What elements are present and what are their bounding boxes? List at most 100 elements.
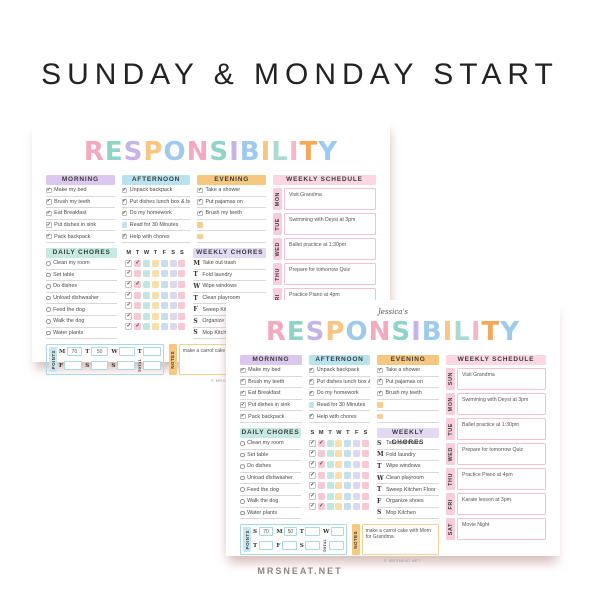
grid-checkbox[interactable]: [142, 291, 150, 299]
points-value-box[interactable]: [116, 361, 135, 371]
schedule-entry-box[interactable]: Swimming with Deysi at 3pm: [284, 213, 376, 235]
grid-checkbox[interactable]: ✓: [125, 291, 133, 299]
grid-checkbox[interactable]: [142, 312, 150, 320]
grid-checkbox[interactable]: ✓: [125, 280, 133, 288]
grid-checkbox[interactable]: ✓: [317, 460, 325, 468]
schedule-entry-box[interactable]: Karate lesson at 3pm: [457, 493, 546, 515]
grid-checkbox[interactable]: [151, 259, 159, 267]
grid-checkbox[interactable]: [151, 291, 159, 299]
grid-checkbox[interactable]: [178, 312, 186, 320]
checkbox[interactable]: ✓: [46, 186, 52, 194]
grid-checkbox[interactable]: [344, 503, 352, 511]
grid-checkbox[interactable]: [362, 450, 369, 458]
checkbox[interactable]: ✓: [308, 366, 315, 374]
points-value-box[interactable]: 50: [284, 527, 297, 537]
grid-checkbox[interactable]: [344, 482, 352, 490]
grid-checkbox[interactable]: [178, 291, 186, 299]
grid-checkbox[interactable]: [362, 439, 369, 447]
grid-checkbox[interactable]: [326, 460, 334, 468]
grid-checkbox[interactable]: [169, 259, 177, 267]
circle-checkbox[interactable]: [240, 487, 245, 492]
checkbox[interactable]: [308, 402, 315, 408]
checkbox[interactable]: ✓: [197, 198, 203, 205]
grid-checkbox[interactable]: [353, 460, 361, 468]
grid-checkbox[interactable]: [353, 450, 361, 458]
grid-checkbox[interactable]: [344, 450, 352, 458]
checkbox[interactable]: ✓: [121, 209, 128, 217]
circle-checkbox[interactable]: [46, 284, 51, 289]
circle-checkbox[interactable]: [46, 295, 51, 301]
grid-checkbox[interactable]: [353, 482, 361, 490]
grid-checkbox[interactable]: [160, 259, 168, 267]
checkbox[interactable]: ✓: [46, 221, 52, 228]
grid-checkbox[interactable]: [178, 323, 186, 331]
grid-checkbox[interactable]: [317, 482, 325, 490]
checkbox[interactable]: [197, 222, 203, 228]
checkbox[interactable]: ✓: [240, 389, 246, 397]
grid-checkbox[interactable]: [362, 460, 369, 468]
points-value-box[interactable]: [119, 347, 135, 357]
schedule-entry-box[interactable]: Visit Grandma: [284, 188, 376, 210]
circle-checkbox[interactable]: [240, 440, 245, 446]
checkbox[interactable]: ✓: [46, 198, 52, 205]
checkbox[interactable]: [377, 402, 383, 408]
grid-checkbox[interactable]: [178, 302, 186, 310]
grid-checkbox[interactable]: ✓: [308, 482, 316, 490]
grid-checkbox[interactable]: [178, 259, 186, 267]
grid-checkbox[interactable]: [326, 471, 334, 479]
grid-checkbox[interactable]: [353, 503, 361, 511]
checkbox[interactable]: ✓: [121, 186, 128, 194]
checkbox[interactable]: ✓: [308, 413, 315, 420]
checkbox[interactable]: [377, 413, 383, 420]
schedule-entry-box[interactable]: Prepare for tomorrow Quiz: [284, 263, 376, 285]
points-value-box[interactable]: [305, 527, 321, 537]
points-value-box[interactable]: [328, 541, 344, 551]
grid-checkbox[interactable]: [344, 471, 352, 479]
checkbox[interactable]: ✓: [197, 186, 203, 194]
grid-checkbox[interactable]: [353, 439, 361, 447]
circle-checkbox[interactable]: [46, 307, 51, 312]
grid-checkbox[interactable]: ✓: [125, 270, 133, 278]
grid-checkbox[interactable]: [151, 302, 159, 310]
schedule-entry-box[interactable]: Practice Piano at 4pm: [457, 468, 546, 490]
checkbox[interactable]: ✓: [377, 378, 383, 385]
grid-checkbox[interactable]: [169, 280, 177, 288]
grid-checkbox[interactable]: [160, 291, 168, 299]
checkbox[interactable]: ✓: [240, 401, 246, 408]
grid-checkbox[interactable]: [335, 471, 343, 479]
grid-checkbox[interactable]: [335, 492, 343, 500]
grid-checkbox[interactable]: [326, 482, 334, 490]
grid-checkbox[interactable]: [362, 471, 369, 479]
points-value-box[interactable]: [64, 361, 83, 371]
checkbox[interactable]: ✓: [308, 389, 315, 397]
grid-checkbox[interactable]: ✓: [308, 439, 316, 447]
grid-checkbox[interactable]: [317, 492, 325, 500]
grid-checkbox[interactable]: [151, 323, 159, 331]
schedule-entry-box[interactable]: Movie Night: [457, 518, 546, 540]
grid-checkbox[interactable]: ✓: [125, 259, 133, 267]
grid-checkbox[interactable]: [142, 280, 150, 288]
circle-checkbox[interactable]: [240, 498, 245, 504]
grid-checkbox[interactable]: [169, 302, 177, 310]
points-value-box[interactable]: [90, 361, 109, 371]
grid-checkbox[interactable]: [344, 439, 352, 447]
grid-checkbox[interactable]: ✓: [125, 323, 133, 331]
grid-checkbox[interactable]: ✓: [308, 471, 316, 479]
grid-checkbox[interactable]: [362, 503, 369, 511]
grid-checkbox[interactable]: [326, 492, 334, 500]
grid-checkbox[interactable]: [344, 492, 352, 500]
circle-checkbox[interactable]: [240, 464, 245, 469]
grid-checkbox[interactable]: [178, 280, 186, 288]
grid-checkbox[interactable]: [169, 270, 177, 278]
checkbox[interactable]: ✓: [46, 209, 52, 217]
circle-checkbox[interactable]: [46, 272, 51, 278]
checkbox[interactable]: ✓: [121, 233, 128, 240]
grid-checkbox[interactable]: [335, 460, 343, 468]
grid-checkbox[interactable]: ✓: [317, 439, 325, 447]
grid-checkbox[interactable]: [317, 450, 325, 458]
grid-checkbox[interactable]: [335, 503, 343, 511]
points-value-box[interactable]: 70: [258, 527, 274, 537]
grid-checkbox[interactable]: [169, 323, 177, 331]
grid-checkbox[interactable]: [151, 312, 159, 320]
schedule-entry-box[interactable]: Prepare for tomorrow Quiz: [457, 443, 546, 465]
